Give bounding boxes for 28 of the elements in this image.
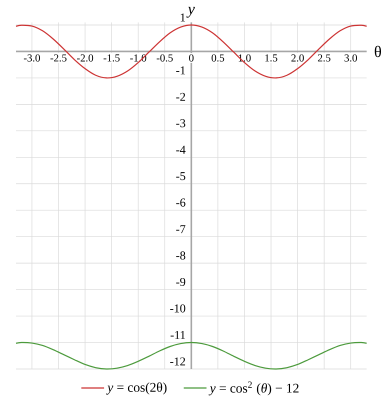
y-tick-label: -3 [176,119,186,128]
x-tick-label: -1.5 [104,54,120,62]
x-tick-label: -2.0 [77,54,94,62]
y-tick-label: -5 [176,172,186,180]
y-tick-label: -1 [176,66,186,74]
y-axis-title: y [186,6,195,18]
x-tick-label: 2.0 [291,54,304,62]
x-tick-label: 3.0 [344,54,357,62]
x-tick-label: -2.5 [50,54,67,62]
y-tick-label: -4 [176,146,186,154]
y-tick-label: 1 [180,13,186,22]
x-tick-label: 0 [189,54,194,62]
y-tick-label: -8 [176,251,186,260]
x-tick-label: 0.5 [212,54,224,62]
y-tick-label: -9 [176,278,186,286]
y-tick-label: -2 [176,92,186,101]
x-tick-label: 2.5 [318,54,330,62]
y-tick-label: -7 [176,225,186,234]
y-tick-label: -6 [176,198,186,207]
y-tick-label: -11 [170,331,186,339]
legend-label: y = cos(2θ) [106,382,167,395]
x-axis-title: θ [374,46,382,58]
y-tick-label: -10 [170,304,186,312]
x-tick-label: -0.5 [156,54,173,62]
x-tick-label: 1.5 [265,54,278,62]
y-tick-label: -12 [170,357,186,366]
legend-label: y = cos$^{2}$ (θ) − 12 [208,382,299,396]
x-tick-label: -3.0 [24,54,40,62]
